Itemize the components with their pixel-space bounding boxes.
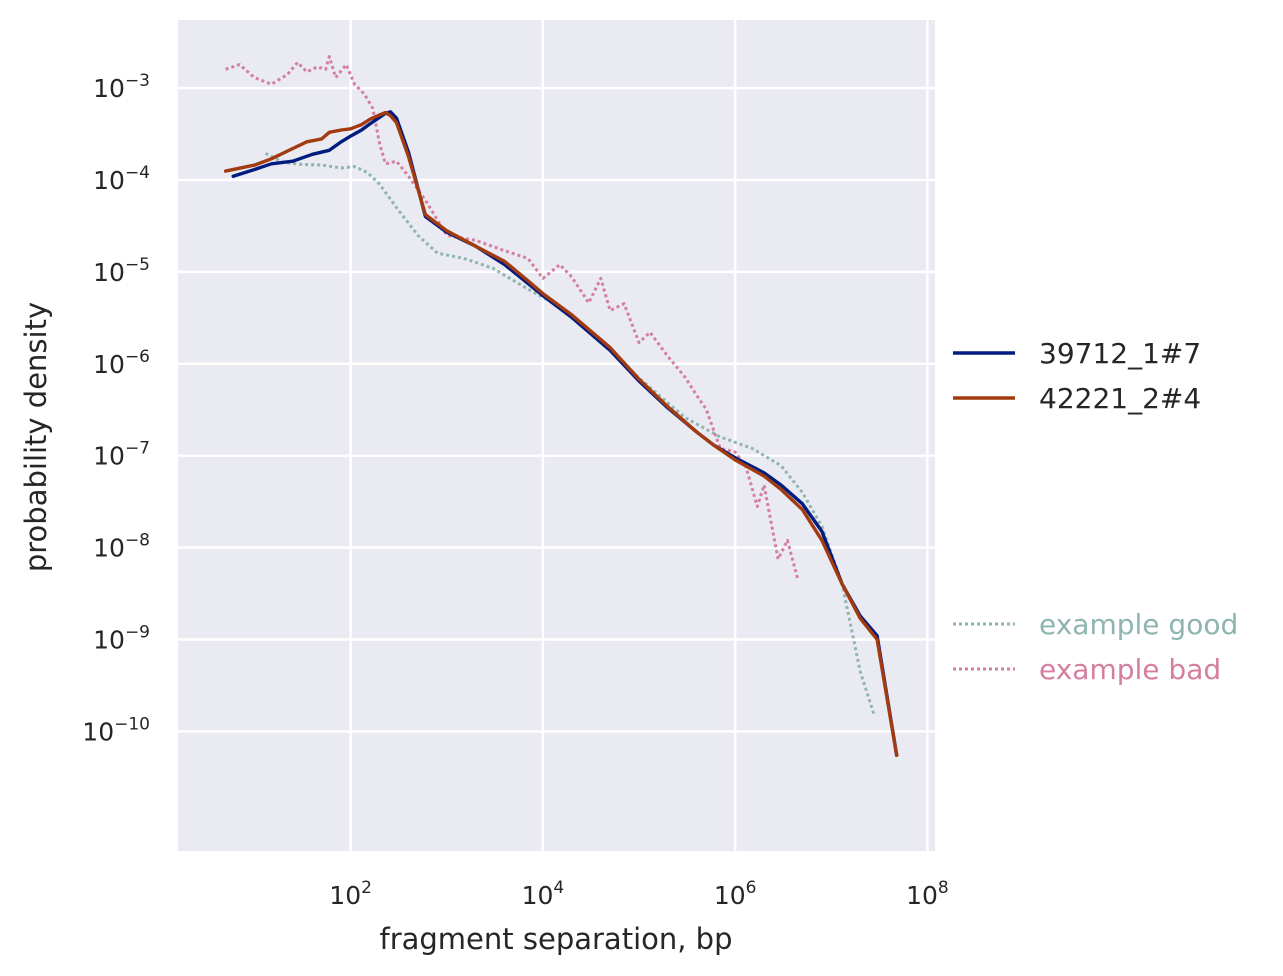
x-tick-label: 108 bbox=[906, 878, 949, 910]
y-tick-label: 10−10 bbox=[82, 714, 150, 746]
series-line-2 bbox=[264, 151, 876, 716]
y-tick-label: 10−4 bbox=[93, 163, 150, 195]
grid-lines bbox=[178, 20, 935, 851]
plot-background bbox=[178, 20, 935, 851]
legend-label: example bad bbox=[1039, 653, 1221, 686]
x-tick-label: 102 bbox=[329, 878, 372, 910]
series-lines bbox=[223, 55, 899, 757]
y-tick-label: 10−6 bbox=[93, 347, 150, 379]
y-tick-labels: 10−3 10−4 10−5 10−6 10−7 10−8 10−9 10−10 bbox=[82, 71, 150, 746]
x-tick-labels: 102 104 106 108 bbox=[329, 878, 948, 910]
y-tick-label: 10−7 bbox=[93, 439, 150, 471]
y-axis-label: probability density bbox=[19, 302, 53, 572]
legend-label: example good bbox=[1039, 608, 1238, 641]
y-tick-label: 10−8 bbox=[93, 531, 150, 563]
x-tick-label: 104 bbox=[522, 878, 565, 910]
series-line-3 bbox=[225, 55, 800, 580]
legend-label: 42221_2#4 bbox=[1039, 382, 1201, 415]
y-tick-label: 10−9 bbox=[93, 623, 150, 655]
x-axis-label: fragment separation, bp bbox=[380, 922, 733, 956]
x-tick-label: 106 bbox=[714, 878, 757, 910]
y-tick-label: 10−5 bbox=[93, 255, 150, 287]
series-line-1 bbox=[223, 110, 899, 757]
legend-label: 39712_1#7 bbox=[1039, 337, 1201, 370]
y-tick-label: 10−3 bbox=[93, 71, 150, 103]
